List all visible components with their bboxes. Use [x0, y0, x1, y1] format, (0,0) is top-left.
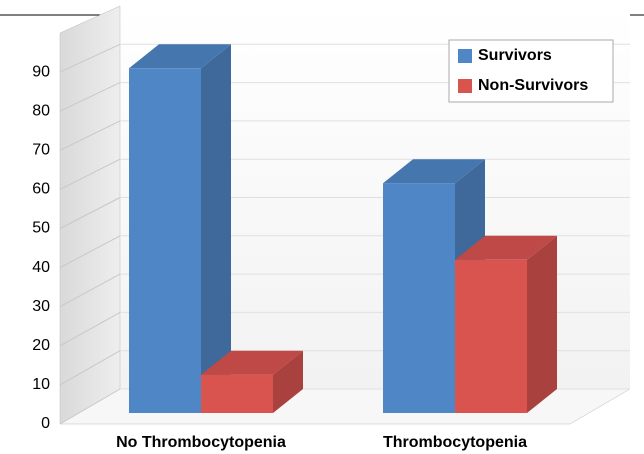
grid-line	[59, 388, 121, 425]
plot: No Thrombocytopenia Thrombocytopenia Survi…	[116, 39, 614, 451]
y-tick-label: 60	[32, 181, 50, 198]
bar-top	[201, 350, 303, 375]
grid-line	[59, 158, 121, 190]
grid-line	[59, 311, 121, 347]
legend-swatch	[458, 49, 472, 63]
y-tick-label: 30	[32, 298, 50, 315]
x-tick-label: Thrombocytopenia	[383, 434, 527, 451]
bar-side	[201, 44, 231, 414]
grid-line	[59, 82, 121, 112]
x-tick-label: No Thrombocytopenia	[116, 434, 286, 451]
legend-box	[448, 39, 614, 103]
grid-line	[59, 273, 121, 308]
bar-top	[129, 44, 231, 69]
legend-label: Non-Survivors	[478, 77, 588, 94]
grid-line	[59, 235, 121, 269]
grid-line	[59, 43, 121, 73]
y-tick-label: 0	[41, 415, 50, 432]
grid-line	[59, 197, 121, 229]
grid-line	[59, 120, 121, 151]
legend-label: Survivors	[478, 47, 552, 64]
y-tick-label: 40	[32, 259, 50, 276]
left-wall	[59, 5, 121, 425]
y-tick-label: 10	[32, 376, 50, 393]
grid-line	[59, 350, 121, 386]
bar	[383, 183, 455, 413]
bar	[455, 259, 527, 413]
y-tick-label: 80	[32, 102, 50, 119]
bar-side	[527, 235, 557, 413]
legend-swatch	[458, 79, 472, 93]
y-tick-label: 70	[32, 142, 50, 159]
bar-side	[273, 350, 303, 413]
bar-top	[383, 159, 485, 184]
legend: Survivors Non-Survivors	[448, 39, 614, 103]
bar-top	[455, 235, 557, 260]
y-tick-label: 90	[32, 63, 50, 80]
bar	[129, 68, 201, 414]
bar	[201, 374, 273, 413]
y-tick-label: 50	[32, 220, 50, 237]
y-tick-label: 20	[32, 337, 50, 354]
